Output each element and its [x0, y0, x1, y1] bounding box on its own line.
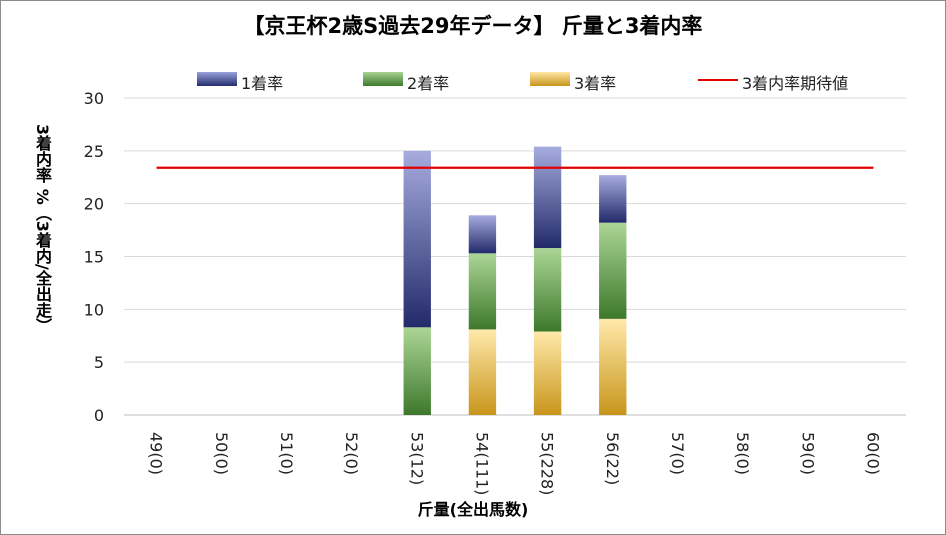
- bar-53(12)-1着率: [403, 150, 431, 328]
- legend-label-1st: 1着率: [241, 74, 284, 93]
- bar-56(22)-3着率: [599, 318, 627, 415]
- y-tick-label-15: 15: [84, 248, 104, 267]
- legend-label-3rd: 3着率: [574, 74, 617, 93]
- legend-swatch-2nd: [363, 72, 403, 86]
- y-tick-label-30: 30: [84, 89, 104, 108]
- y-tick-label-10: 10: [84, 300, 104, 319]
- x-tick-label-51(0): 51(0): [277, 432, 296, 475]
- bar-56(22)-2着率: [599, 222, 627, 319]
- y-tick-label-0: 0: [94, 406, 104, 425]
- x-tick-label-54(111): 54(111): [472, 432, 491, 495]
- y-axis-label: 3着内率 %（3着内/全出走）: [33, 124, 52, 334]
- legend-swatch-1st: [197, 72, 237, 86]
- bar-54(111)-3着率: [468, 329, 497, 415]
- x-tick-label-55(228): 55(228): [538, 432, 557, 495]
- x-tick-label-56(22): 56(22): [603, 432, 622, 485]
- x-tick-label-57(0): 57(0): [668, 432, 687, 475]
- bar-54(111)-2着率: [468, 253, 497, 330]
- legend-label-2nd: 2着率: [407, 74, 450, 93]
- bar-55(228)-2着率: [533, 248, 562, 332]
- x-tick-label-52(0): 52(0): [342, 432, 361, 475]
- x-axis-label: 斤量(全出馬数): [417, 500, 529, 519]
- legend-line-expected: [698, 79, 738, 81]
- y-tick-label-5: 5: [94, 353, 104, 372]
- bar-53(12)-2着率: [403, 327, 431, 415]
- bar-56(22)-1着率: [599, 175, 627, 223]
- y-tick-label-25: 25: [84, 142, 104, 161]
- x-tick-label-49(0): 49(0): [147, 432, 166, 475]
- x-tick-label-50(0): 50(0): [212, 432, 231, 475]
- bar-55(228)-3着率: [533, 331, 562, 415]
- legend-label-expected: 3着内率期待値: [742, 74, 849, 93]
- bar-54(111)-1着率: [468, 215, 497, 254]
- y-tick-label-20: 20: [84, 195, 104, 214]
- bar-55(228)-1着率: [533, 146, 562, 249]
- x-tick-label-59(0): 59(0): [798, 432, 817, 475]
- x-tick-label-58(0): 58(0): [733, 432, 752, 475]
- chart-title: 【京王杯2歳S過去29年データ】 斤量と3着内率: [243, 14, 703, 38]
- legend-swatch-3rd: [530, 72, 570, 86]
- x-tick-label-53(12): 53(12): [407, 432, 426, 485]
- x-tick-label-60(0): 60(0): [863, 432, 882, 475]
